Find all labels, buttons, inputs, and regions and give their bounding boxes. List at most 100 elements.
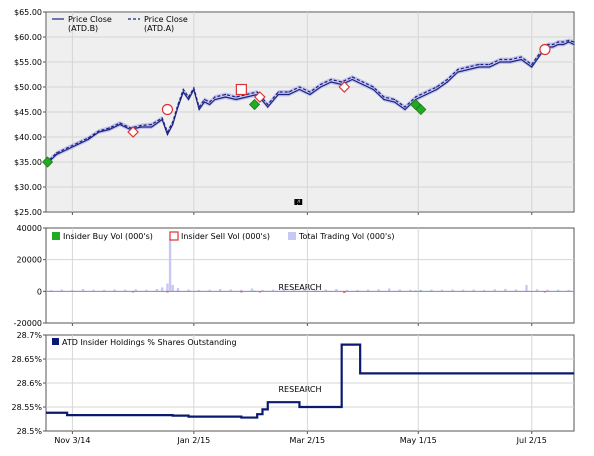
series-point xyxy=(341,81,343,83)
vol-ytick-label: 40000 xyxy=(17,224,42,233)
series-point xyxy=(309,91,311,93)
series-point xyxy=(187,98,190,101)
series-point xyxy=(87,138,89,141)
hold-ytick-label: 28.7% xyxy=(17,331,43,340)
volume-bar-total xyxy=(292,289,296,292)
series-point xyxy=(573,43,575,46)
hold-ytick-label: 28.6% xyxy=(17,379,43,388)
series-point xyxy=(224,96,227,98)
watermark-research: RESEARCH xyxy=(279,283,322,292)
series-point xyxy=(166,131,169,133)
series-point xyxy=(393,98,396,101)
volume-bar-total xyxy=(356,289,359,292)
watermark-research-2: RESEARCH xyxy=(279,385,322,394)
volume-bar-total xyxy=(430,289,433,292)
volume-bar-total xyxy=(451,289,454,292)
series-point xyxy=(140,126,142,128)
series-point xyxy=(277,91,279,93)
legend-label-atd-b: Price Close xyxy=(68,15,112,24)
legend-label-atd-a: Price Close xyxy=(144,15,188,24)
series-point xyxy=(108,127,110,129)
volume-bar-total xyxy=(440,289,444,292)
volume-bar-total xyxy=(567,289,570,292)
vol-ytick-label: -20000 xyxy=(14,319,42,328)
series-point xyxy=(182,91,184,93)
series-point xyxy=(214,98,216,101)
insider-buy-marker xyxy=(248,98,261,111)
price-ytick-label: $50.00 xyxy=(14,83,42,92)
series-point xyxy=(552,43,554,46)
volume-legend-label: Total Trading Vol (000's) xyxy=(298,232,395,241)
series-point xyxy=(520,56,522,58)
price-ytick-label: $65.00 xyxy=(14,8,42,17)
series-point xyxy=(557,41,559,43)
volume-bar-total xyxy=(197,289,201,292)
legend-swatch-sell xyxy=(169,231,179,241)
legend-swatch-buy xyxy=(52,232,60,240)
insider-buy-marker xyxy=(42,156,54,168)
series-point xyxy=(362,81,364,83)
volume-bar-total xyxy=(366,289,370,292)
volume-bar-total xyxy=(377,289,380,292)
volume-bar-total xyxy=(168,239,172,292)
price-ytick-label: $40.00 xyxy=(14,133,42,142)
series-point xyxy=(55,152,58,154)
series-point xyxy=(198,108,200,111)
volume-bar-total xyxy=(160,287,164,292)
volume-bar-total xyxy=(483,289,486,292)
insider-sell-marker xyxy=(127,126,139,138)
series-point xyxy=(108,128,110,131)
volume-bar-total xyxy=(176,288,180,292)
series-point xyxy=(568,41,570,43)
volume-bar-total xyxy=(461,289,465,292)
price-ytick-label: $25.00 xyxy=(14,208,42,217)
series-point xyxy=(193,87,195,89)
series-point xyxy=(319,86,322,88)
series-point xyxy=(562,43,565,46)
series-point xyxy=(510,58,512,61)
series-point xyxy=(436,86,438,88)
volume-bar-total xyxy=(504,288,507,292)
series-point xyxy=(457,68,459,71)
series-point xyxy=(415,96,417,98)
volume-bar-total xyxy=(546,289,549,292)
series-point xyxy=(488,63,491,66)
series-point xyxy=(478,66,480,68)
series-point xyxy=(404,106,406,108)
series-point xyxy=(478,63,480,66)
series-point xyxy=(87,137,89,139)
x-tick-label: May 1/15 xyxy=(400,436,437,445)
series-point xyxy=(330,78,332,81)
series-point xyxy=(562,41,565,43)
x-tick-label: Nov 3/14 xyxy=(54,436,90,445)
volume-bar-total xyxy=(81,288,85,292)
legend-sublabel-atd-b: (ATD.B) xyxy=(68,24,98,33)
volume-bar-total xyxy=(229,289,232,292)
volume-bar-total xyxy=(71,289,74,292)
series-point xyxy=(573,41,575,43)
volume-bar-total xyxy=(124,289,127,292)
series-point xyxy=(203,98,205,101)
series-point xyxy=(214,96,216,98)
series-point xyxy=(203,101,205,103)
volume-bar-total xyxy=(314,289,317,292)
series-point xyxy=(467,66,469,68)
volume-bar-total xyxy=(102,289,106,292)
price-ytick-label: $45.00 xyxy=(14,108,42,117)
volume-bar-total xyxy=(240,289,243,292)
series-point xyxy=(66,148,68,151)
series-point xyxy=(209,101,211,103)
series-point xyxy=(393,101,396,103)
volume-bar-total xyxy=(271,289,275,292)
insider-sell-marker xyxy=(161,103,174,116)
price-ytick-label: $35.00 xyxy=(14,158,42,167)
series-point xyxy=(246,96,248,98)
panel-frame-vol xyxy=(45,227,575,324)
volume-bar-total xyxy=(324,289,328,292)
series-point xyxy=(298,88,301,91)
series-point xyxy=(267,103,269,106)
volume-bar-total xyxy=(472,289,475,292)
series-point xyxy=(298,86,301,88)
